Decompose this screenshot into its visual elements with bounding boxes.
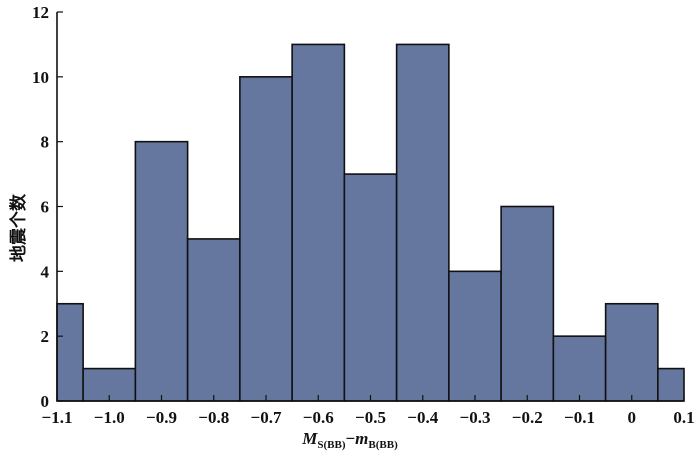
x-tick-label: 0 — [628, 408, 637, 427]
x-ticks-group: −1.1 −1.0 −0.9 −0.8 −0.7 −0.6 −0.5 −0.4 −0.3 −0.2… — [42, 395, 695, 427]
y-tick-label: 4 — [41, 262, 50, 281]
x-tick-label: −0.4 — [407, 408, 438, 427]
histogram-bar — [343, 173, 398, 402]
x-tick-label: −1.0 — [94, 408, 125, 427]
histogram-bar — [134, 140, 189, 402]
x-tick-label: 0.1 — [673, 408, 694, 427]
x-axis-label-sub1: S(BB) — [317, 439, 345, 451]
x-tick-label: −0.7 — [251, 408, 282, 427]
y-tick-label: 6 — [41, 198, 50, 217]
histogram-bar — [395, 43, 450, 402]
y-axis-label: 地震个数 — [8, 193, 29, 262]
x-axis-label-main: M — [301, 429, 318, 448]
x-tick-label: −0.1 — [564, 408, 595, 427]
histogram-bar — [604, 302, 659, 402]
histogram-bar — [239, 76, 293, 402]
x-tick-label: −0.8 — [198, 408, 229, 427]
x-tick-label: −0.9 — [146, 408, 177, 427]
x-tick-label: −0.3 — [460, 408, 491, 427]
y-tick-label: 10 — [32, 68, 49, 87]
bars-group — [56, 43, 685, 402]
x-tick-label: −0.5 — [355, 408, 386, 427]
histogram-bar — [552, 335, 607, 402]
histogram-bar — [657, 367, 685, 402]
x-axis-label-minus: − — [345, 429, 355, 448]
histogram-bar — [448, 270, 502, 402]
y-tick-label: 0 — [41, 392, 50, 411]
x-axis-label: MS(BB)−mB(BB) — [301, 429, 398, 451]
histogram-bar — [56, 302, 84, 402]
histogram-bar — [291, 43, 346, 402]
x-tick-label: −0.2 — [512, 408, 543, 427]
y-tick-label: 8 — [41, 133, 50, 152]
x-axis-label-sub2: B(BB) — [368, 439, 398, 451]
histogram-bar — [186, 238, 241, 402]
y-tick-label: 2 — [41, 327, 50, 346]
x-tick-label: −0.6 — [303, 408, 334, 427]
x-tick-label: −1.1 — [42, 408, 73, 427]
y-ticks-group: 0 2 4 6 8 10 12 — [32, 3, 63, 411]
y-tick-label: 12 — [32, 3, 49, 22]
histogram-bar — [500, 205, 555, 402]
x-axis-label-main2: m — [355, 429, 368, 448]
